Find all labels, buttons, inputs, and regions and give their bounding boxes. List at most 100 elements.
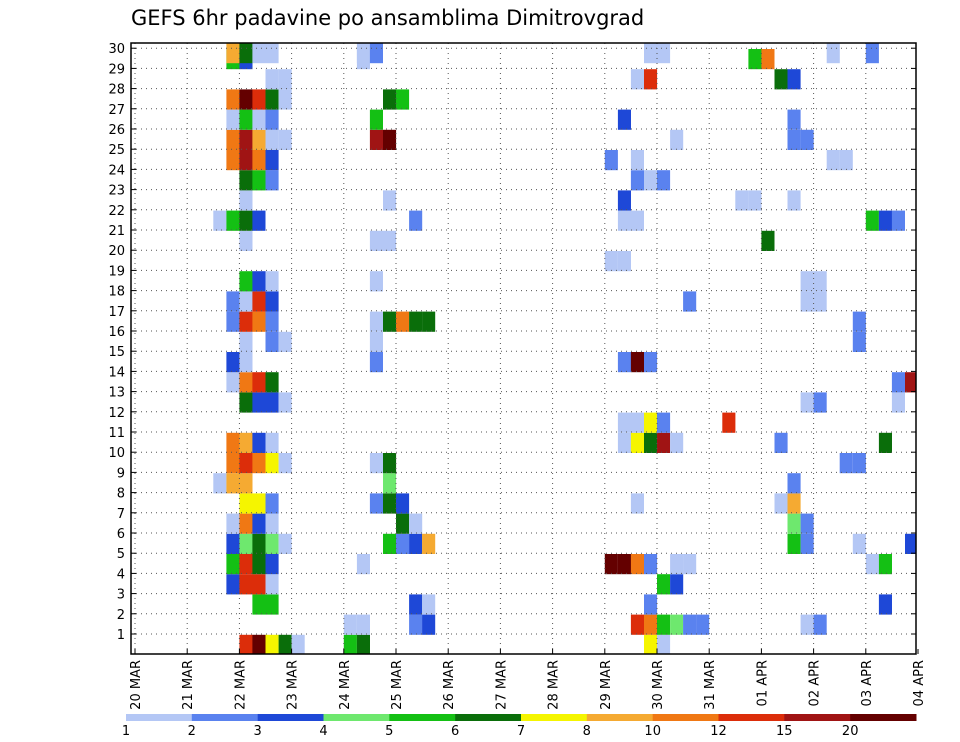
y-tick-label: 16	[108, 325, 125, 340]
heatmap-cell	[891, 372, 905, 393]
heatmap-cell	[252, 170, 266, 191]
heatmap-cell	[226, 372, 240, 393]
heatmap-cell	[239, 493, 253, 514]
heatmap-cell	[878, 554, 892, 575]
colorbar-label: 8	[583, 724, 591, 739]
heatmap-cell	[748, 190, 762, 211]
heatmap-cell	[813, 614, 827, 635]
x-tick-label: 01 APR	[755, 660, 770, 706]
heatmap-cell	[265, 513, 279, 534]
heatmap-cell	[239, 311, 253, 332]
heatmap-cell	[265, 170, 279, 191]
heatmap-cell	[239, 43, 253, 64]
y-tick-label: 17	[108, 305, 125, 320]
colorbar-label: 4	[319, 724, 327, 739]
heatmap-cell	[409, 594, 423, 615]
heatmap-cell	[617, 190, 631, 211]
heatmap-cell	[813, 271, 827, 292]
heatmap-cell	[630, 150, 644, 171]
x-tick-label: 03 APR	[860, 660, 875, 706]
heatmap-cell	[800, 129, 814, 150]
heatmap-cell	[252, 432, 266, 453]
y-tick-label: 19	[108, 264, 125, 279]
heatmap-cell	[265, 554, 279, 575]
heatmap-cell	[265, 331, 279, 352]
x-tick-label: 21 MAR	[181, 660, 196, 710]
heatmap-cell	[826, 150, 840, 171]
y-tick-label: 23	[108, 184, 125, 199]
y-tick-label: 3	[117, 588, 125, 603]
y-tick-label: 21	[108, 224, 125, 239]
heatmap-cell	[878, 210, 892, 231]
heatmap-cell	[252, 453, 266, 474]
heatmap-cell	[383, 190, 397, 211]
colorbar-swatch	[455, 714, 522, 721]
heatmap-cell	[226, 473, 240, 494]
heatmap-cell	[278, 89, 292, 110]
heatmap-cell	[226, 554, 240, 575]
heatmap-cells	[213, 43, 916, 654]
x-tick-label: 31 MAR	[703, 660, 718, 710]
y-tick-label: 2	[117, 608, 125, 623]
heatmap-cell	[226, 513, 240, 534]
y-tick-label: 22	[108, 204, 125, 219]
heatmap-cell	[226, 43, 240, 64]
x-tick-label: 28 MAR	[547, 660, 562, 710]
heatmap-cell	[396, 311, 410, 332]
heatmap-cell	[226, 109, 240, 130]
heatmap-cell	[657, 614, 671, 635]
heatmap-cell	[239, 230, 253, 251]
colorbar-label: 12	[710, 724, 727, 739]
heatmap-cell	[278, 331, 292, 352]
heatmap-cell	[278, 634, 292, 654]
heatmap-cell	[396, 513, 410, 534]
heatmap-cell	[265, 432, 279, 453]
heatmap-cell	[278, 69, 292, 90]
heatmap-cell	[852, 453, 866, 474]
heatmap-cell	[670, 554, 684, 575]
x-tick-label: 24 MAR	[338, 660, 353, 710]
heatmap-cell	[891, 392, 905, 413]
heatmap-cell	[761, 49, 775, 70]
colorbar-label: 10	[644, 724, 661, 739]
heatmap-cell	[265, 594, 279, 615]
heatmap-cell	[252, 43, 266, 64]
heatmap-cell	[239, 473, 253, 494]
heatmap-cell	[369, 271, 383, 292]
y-tick-label: 4	[117, 567, 125, 582]
heatmap-cell	[670, 129, 684, 150]
heatmap-cell	[369, 493, 383, 514]
heatmap-cell	[787, 493, 801, 514]
heatmap-cell	[891, 210, 905, 231]
heatmap-cell	[630, 210, 644, 231]
y-tick-label: 6	[117, 527, 125, 542]
heatmap-cell	[657, 432, 671, 453]
colorbar-label: 6	[451, 724, 459, 739]
heatmap-cell	[252, 271, 266, 292]
heatmap-cell	[644, 412, 658, 433]
heatmap-cell	[369, 453, 383, 474]
heatmap-cell	[239, 513, 253, 534]
heatmap-cell	[670, 614, 684, 635]
heatmap-cell	[644, 43, 658, 64]
heatmap-cell	[800, 513, 814, 534]
heatmap-cell	[787, 129, 801, 150]
heatmap-cell	[722, 412, 736, 433]
heatmap-cell	[422, 594, 436, 615]
heatmap-cell	[369, 109, 383, 130]
heatmap-cell	[409, 210, 423, 231]
heatmap-cell	[696, 614, 710, 635]
heatmap-cell	[356, 554, 370, 575]
heatmap-cell	[630, 69, 644, 90]
colorbar-label: 3	[254, 724, 262, 739]
heatmap-cell	[252, 594, 266, 615]
heatmap-cell	[278, 533, 292, 554]
x-tick-label: 29 MAR	[599, 660, 614, 710]
heatmap-cell	[683, 291, 697, 312]
heatmap-cell	[865, 43, 879, 64]
y-tick-label: 13	[108, 386, 125, 401]
heatmap-cell	[617, 251, 631, 272]
x-tick-label: 20 MAR	[129, 660, 144, 710]
heatmap-cell	[265, 493, 279, 514]
